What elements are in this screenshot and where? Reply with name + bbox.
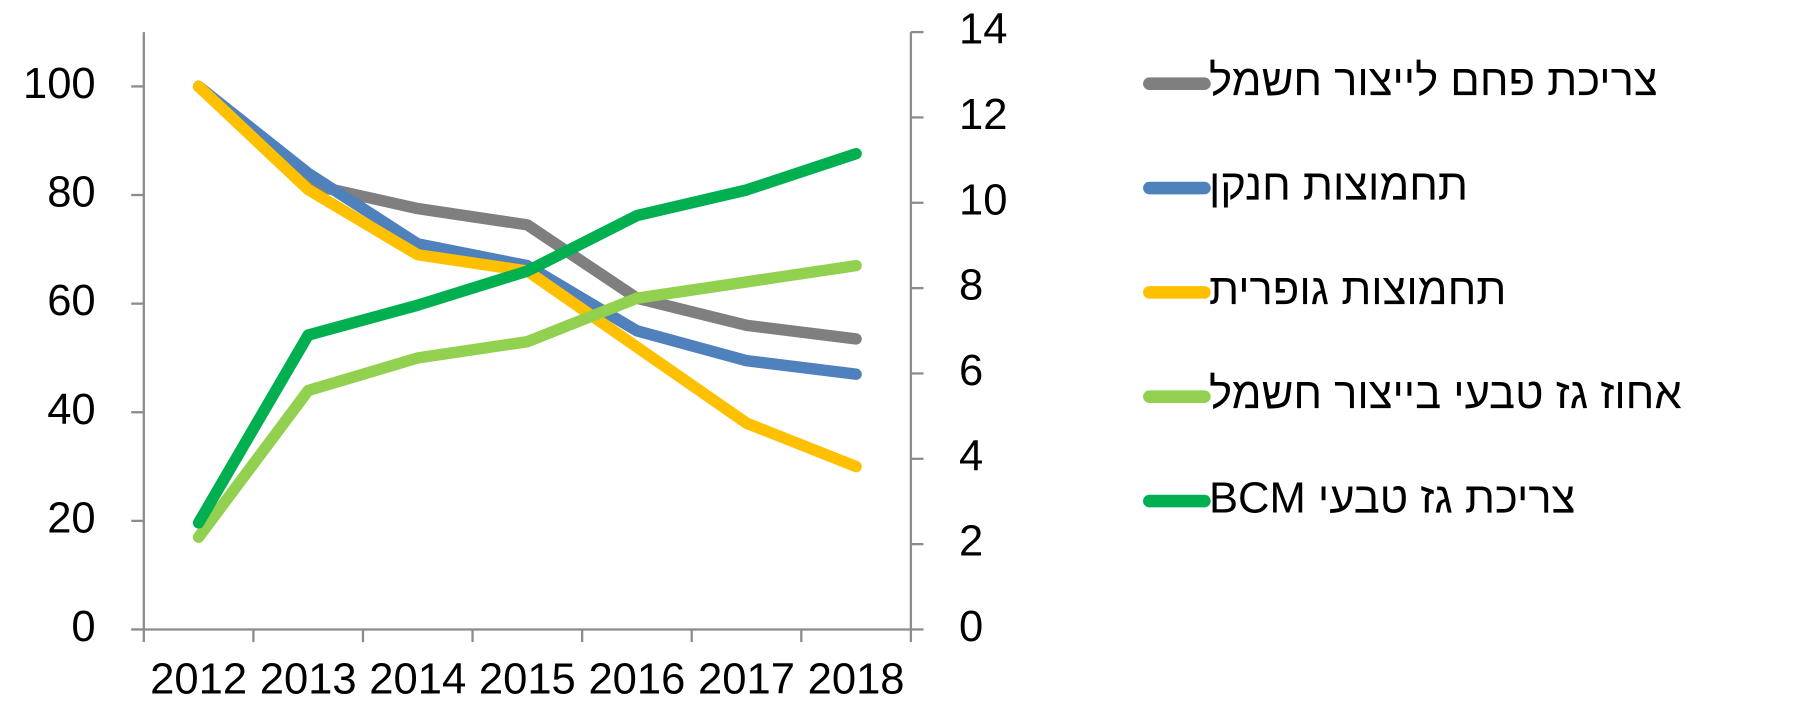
y2-tick-label: 12 bbox=[959, 91, 1007, 139]
y2-tick-label: 0 bbox=[959, 603, 983, 651]
y2-tick-label: 6 bbox=[959, 347, 983, 395]
y2-tick-label: 4 bbox=[959, 432, 983, 480]
series-line bbox=[192, 80, 862, 345]
x-tick-label: 2013 bbox=[260, 656, 357, 704]
series-line bbox=[192, 147, 862, 529]
y2-tick-label: 14 bbox=[959, 6, 1007, 54]
legend-label: אחוז גז טבעי בייצור חשמל bbox=[1209, 370, 1682, 418]
y2-tick-label: 10 bbox=[959, 176, 1007, 224]
legend-label: צריכת פחם לייצור חשמל bbox=[1209, 57, 1658, 105]
x-tick-label: 2014 bbox=[369, 656, 466, 704]
x-tick-label: 2015 bbox=[479, 656, 576, 704]
y-tick-label: 0 bbox=[71, 603, 95, 651]
legend-label: תחמוצות גופרית bbox=[1209, 266, 1506, 314]
y-tick-label: 40 bbox=[47, 386, 95, 434]
y-tick-label: 20 bbox=[47, 494, 95, 542]
x-tick-label: 2017 bbox=[698, 656, 795, 704]
y2-tick-label: 8 bbox=[959, 262, 983, 310]
series-line bbox=[192, 259, 862, 543]
y-tick-label: 60 bbox=[47, 277, 95, 325]
x-tick-label: 2016 bbox=[588, 656, 685, 704]
y-tick-label: 100 bbox=[23, 60, 96, 108]
x-tick-label: 2018 bbox=[808, 656, 905, 704]
legend-label: תחמוצות חנקן bbox=[1209, 162, 1468, 210]
x-tick-label: 2012 bbox=[150, 656, 247, 704]
legend-label: צריכת גז טבעי BCM bbox=[1209, 475, 1575, 523]
y-tick-label: 80 bbox=[47, 169, 95, 217]
y2-tick-label: 2 bbox=[959, 518, 983, 566]
